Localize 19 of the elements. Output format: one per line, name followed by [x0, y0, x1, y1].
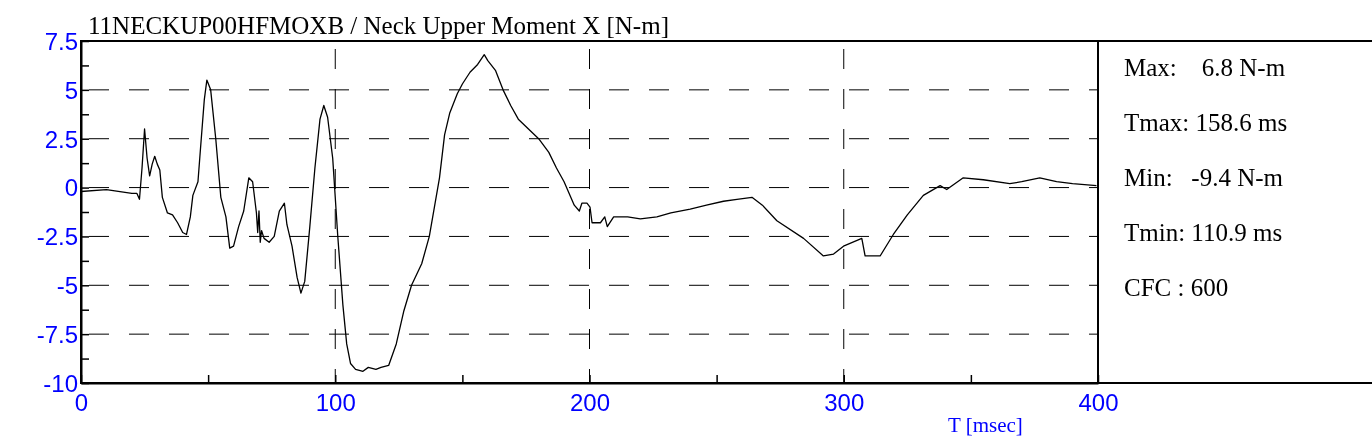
y-tick-label: -5 — [56, 272, 78, 300]
y-tick-label: 7.5 — [44, 27, 78, 55]
x-tick-label: 300 — [824, 389, 865, 417]
y-tick-label: -10 — [43, 369, 78, 397]
y-tick-label: 2.5 — [44, 125, 78, 153]
text: Tmin: 110.9 ms — [1124, 219, 1283, 246]
y-tick-label: -7.5 — [36, 321, 78, 349]
text: Max: 6.8 N-m — [1124, 54, 1286, 81]
chart-title: 11NECKUP00HFMOXB / Neck Upper Moment X [N-m] — [88, 12, 669, 39]
text: Tmax: 158.6 ms — [1124, 109, 1288, 136]
y-tick-label: 0 — [64, 174, 78, 202]
x-tick-label: 200 — [569, 389, 611, 417]
text: CFC : 600 — [1124, 274, 1229, 301]
y-tick-label: 5 — [64, 76, 78, 104]
x-tick-label: 100 — [315, 389, 356, 417]
x-axis-title: T [msec] — [948, 413, 1023, 436]
text: Min: -9.4 N-m — [1124, 164, 1284, 191]
x-tick-label: 400 — [1078, 389, 1119, 417]
y-tick-label: -2.5 — [36, 223, 78, 251]
